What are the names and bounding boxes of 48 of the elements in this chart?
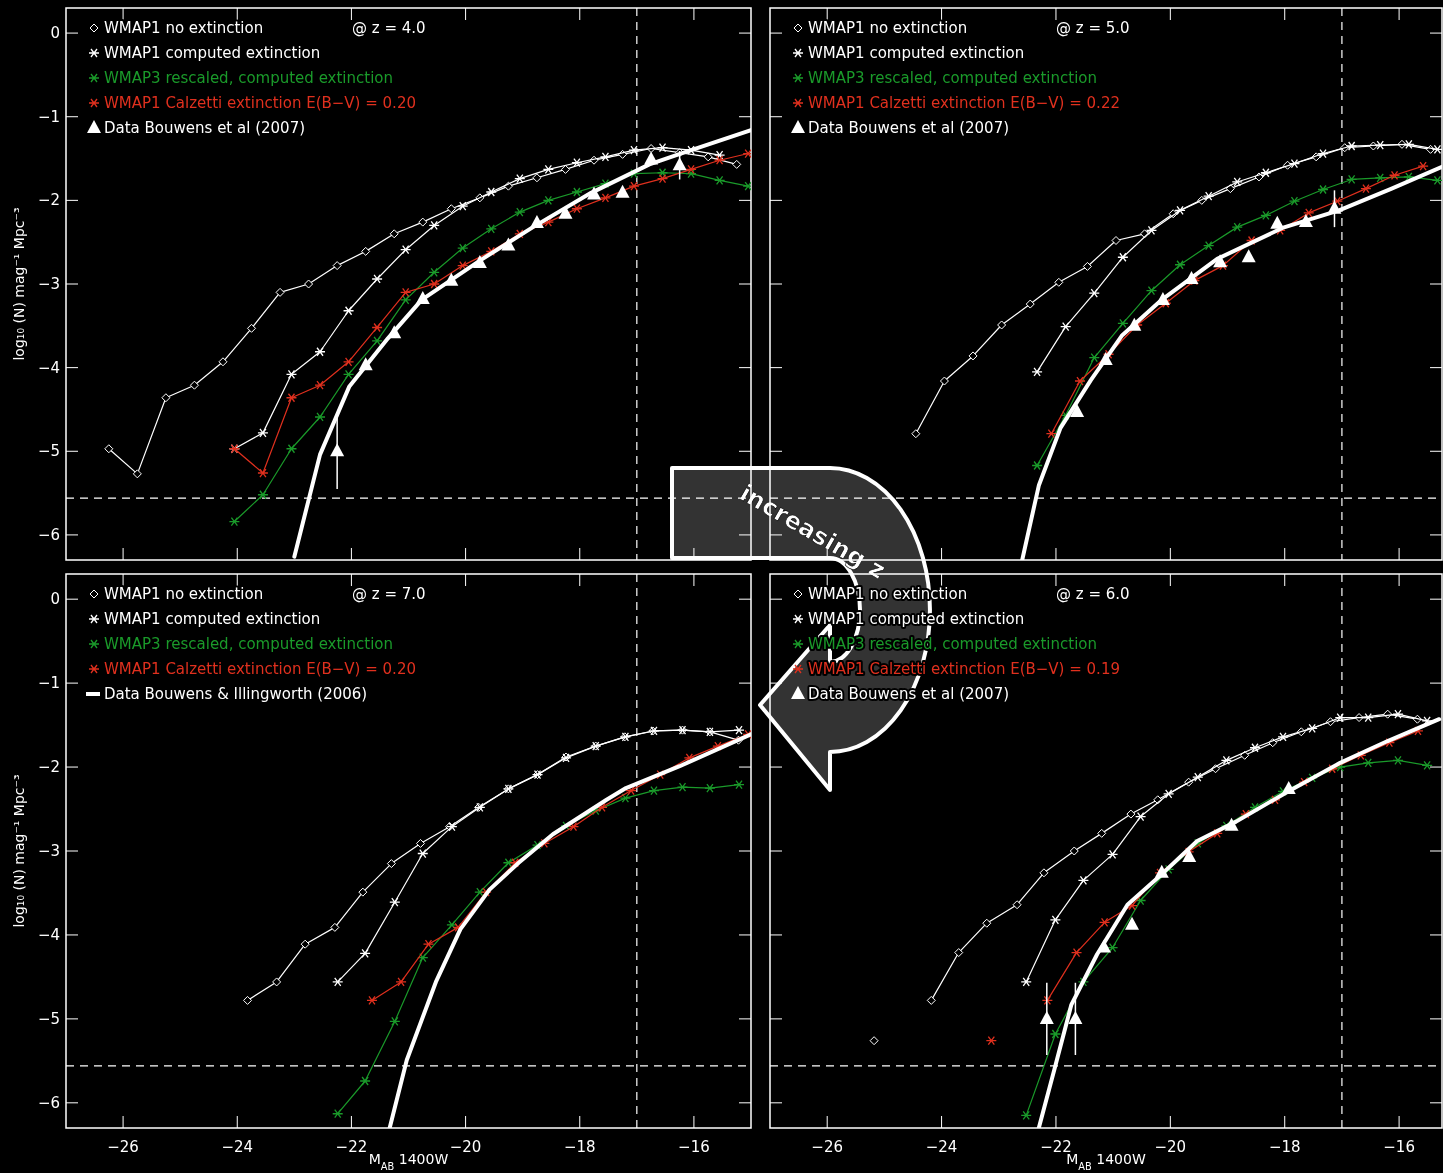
x-axis-title: M$_{AB}$ 1400W bbox=[368, 1151, 449, 1172]
y-tick-label: −1 bbox=[37, 674, 60, 693]
legend-label: WMAP3 rescaled, computed extinction bbox=[808, 69, 1098, 87]
legend-label: WMAP1 no extinction bbox=[104, 585, 264, 603]
legend-label: WMAP1 computed extinction bbox=[104, 610, 321, 628]
x-tick-label: −26 bbox=[811, 1138, 844, 1156]
y-tick-label: 0 bbox=[50, 24, 60, 43]
legend-label: Data Bouwens et al (2007) bbox=[104, 119, 306, 137]
y-axis-title: log₁₀ (N) mag⁻¹ Mpc⁻³ bbox=[11, 207, 27, 361]
legend-label: Data Bouwens et al (2007) bbox=[808, 119, 1010, 137]
x-tick-label: −18 bbox=[563, 1138, 596, 1156]
y-tick-label: −5 bbox=[37, 442, 60, 461]
x-tick-label: −22 bbox=[335, 1138, 368, 1156]
legend-label: WMAP1 Calzetti extinction E(B−V) = 0.22 bbox=[808, 94, 1120, 112]
y-tick-label: −2 bbox=[37, 758, 60, 777]
text: @ z = 6.0 bbox=[1056, 585, 1130, 603]
legend-label: WMAP1 Calzetti extinction E(B−V) = 0.20 bbox=[104, 660, 416, 678]
x-tick-label: −16 bbox=[678, 1138, 710, 1156]
y-tick-label: −3 bbox=[37, 275, 60, 293]
x-tick-label: −18 bbox=[1268, 1138, 1301, 1156]
x-tick-label: −26 bbox=[107, 1138, 139, 1156]
legend-label: WMAP1 no extinction bbox=[808, 19, 968, 37]
y-tick-label: −3 bbox=[37, 842, 60, 860]
x-tick-label: −20 bbox=[1154, 1138, 1187, 1156]
text: @ z = 4.0 bbox=[352, 19, 426, 37]
y-tick-label: −6 bbox=[37, 1093, 60, 1112]
y-tick-label: −4 bbox=[37, 925, 60, 944]
legend-label: WMAP1 Calzetti extinction E(B−V) = 0.20 bbox=[104, 94, 416, 112]
legend-label: WMAP3 rescaled, computed extinction bbox=[104, 69, 394, 87]
y-tick-label: −4 bbox=[37, 358, 60, 377]
legend-label: WMAP1 computed extinction bbox=[104, 44, 321, 62]
legend-label: WMAP1 computed extinction bbox=[808, 44, 1025, 62]
x-tick-label: −24 bbox=[221, 1138, 254, 1156]
text: @ z = 5.0 bbox=[1056, 19, 1130, 37]
x-tick-label: −16 bbox=[1383, 1138, 1415, 1156]
legend-label: WMAP1 no extinction bbox=[104, 19, 264, 37]
y-axis-title: log₁₀ (N) mag⁻¹ Mpc⁻³ bbox=[11, 774, 27, 928]
y-tick-label: −6 bbox=[37, 525, 60, 544]
x-tick-label: −24 bbox=[925, 1138, 958, 1156]
legend-label: Data Bouwens & Illingworth (2006) bbox=[104, 685, 368, 703]
legend-label: WMAP3 rescaled, computed extinction bbox=[104, 635, 394, 653]
x-axis-title: M$_{AB}$ 1400W bbox=[1066, 1151, 1146, 1172]
y-tick-label: −2 bbox=[37, 191, 60, 210]
x-tick-label: −20 bbox=[449, 1138, 482, 1156]
y-tick-label: 0 bbox=[50, 590, 60, 609]
y-tick-label: −1 bbox=[37, 107, 60, 126]
text: @ z = 7.0 bbox=[352, 585, 426, 603]
y-tick-label: −5 bbox=[37, 1009, 60, 1028]
